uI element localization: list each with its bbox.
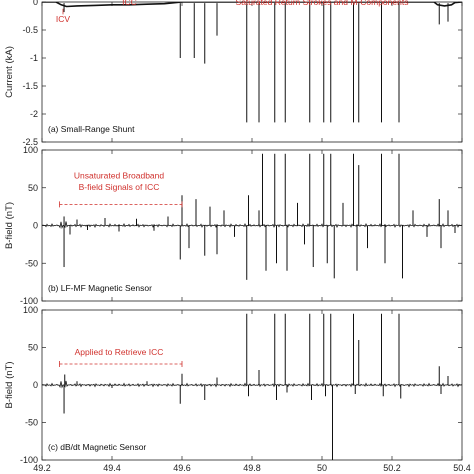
y-tick-label: -1.5 xyxy=(22,81,38,91)
series-group xyxy=(42,153,462,280)
y-tick-label: 100 xyxy=(23,145,38,155)
x-tick-label: 49.4 xyxy=(103,463,121,473)
y-tick-label: 50 xyxy=(28,183,38,193)
y-tick-label: 0 xyxy=(33,0,38,7)
panel-label: (b) LF-MF Magnetic Sensor xyxy=(48,283,152,293)
x-tick-label: 50 xyxy=(317,463,327,473)
panel-1: 0 -0.5 -1 -1.5 -2 -2.5 Current (kA) ICV ICC Satur… xyxy=(4,0,463,147)
x-tick-label: 49.6 xyxy=(173,463,191,473)
series-group xyxy=(42,313,462,460)
annotation-text: B-field Signals of ICC xyxy=(79,182,160,192)
annotation-text: Saturated Return Strokes and M-Component… xyxy=(236,0,409,7)
y-axis-label: B-field (nT) xyxy=(4,362,15,409)
panel-label: (c) dB/dt Magnetic Sensor xyxy=(48,442,146,452)
series-group xyxy=(42,2,462,123)
x-tick-label: 50.2 xyxy=(383,463,401,473)
y-axis-label: B-field (nT) xyxy=(4,202,15,249)
panel-3: 49.2 49.4 49.6 49.8 50 50.2 50.4 100 50 0 -50 -100 B… xyxy=(4,305,471,473)
y-tick-label: -2.5 xyxy=(22,137,38,147)
bfield-trace xyxy=(42,221,462,229)
y-tick-label: -100 xyxy=(20,455,38,465)
current-trace xyxy=(42,2,462,8)
y-tick-label: 0 xyxy=(33,221,38,231)
x-tick-label: 49.2 xyxy=(33,463,51,473)
y-axis-label: Current (kA) xyxy=(4,46,15,98)
x-tick-label: 49.8 xyxy=(243,463,261,473)
y-tick-label: 0 xyxy=(33,380,38,390)
y-tick-label: -0.5 xyxy=(22,25,38,35)
y-tick-label: -2 xyxy=(30,109,38,119)
annotation-text: Unsaturated Broadband xyxy=(74,171,165,181)
y-tick-label: 50 xyxy=(28,343,38,353)
y-tick-label: -50 xyxy=(25,258,38,268)
panel-label: (a) Small-Range Shunt xyxy=(48,124,135,134)
y-tick-label: -100 xyxy=(20,296,38,306)
panel-2: 100 50 0 -50 -100 B-field (nT) Unsaturated Bro… xyxy=(4,145,463,306)
annotation-text: ICV xyxy=(56,14,71,24)
x-tick-label: 50.4 xyxy=(453,463,471,473)
annotation-text: ICC xyxy=(122,0,137,7)
y-tick-label: -1 xyxy=(30,53,38,63)
y-tick-label: 100 xyxy=(23,305,38,315)
y-tick-label: -50 xyxy=(25,418,38,428)
annotation-text: Applied to Retrieve ICC xyxy=(75,347,164,357)
